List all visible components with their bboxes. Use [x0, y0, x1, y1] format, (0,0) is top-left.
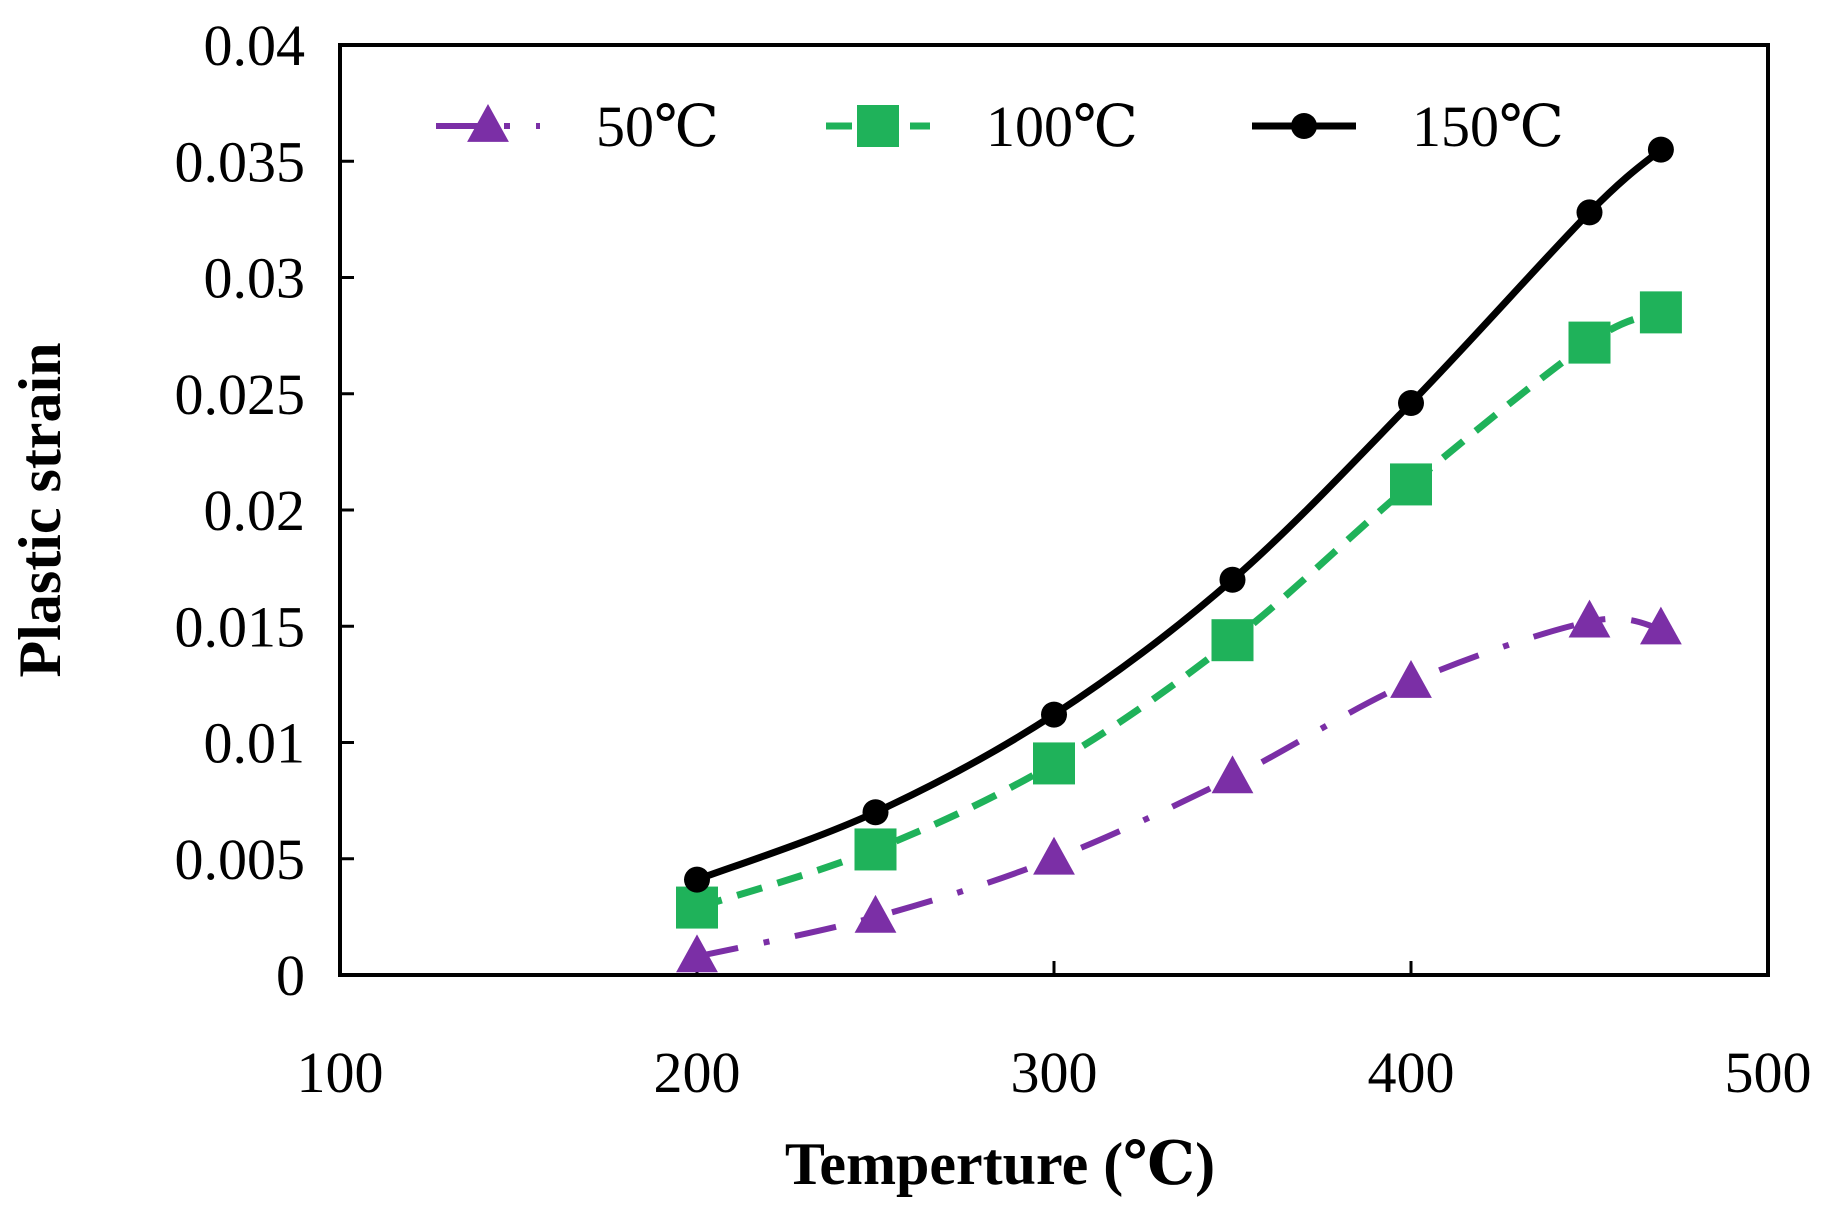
y-tick-label: 0.04 — [204, 13, 306, 78]
data-point — [684, 866, 710, 893]
data-point — [1390, 660, 1432, 698]
data-point — [1041, 701, 1067, 728]
x-axis-ticks: 100 200 300 400 500 — [297, 961, 1812, 1105]
x-tick-label: 100 — [297, 1040, 384, 1105]
y-tick-label: 0.02 — [204, 478, 306, 543]
y-tick-label: 0.015 — [175, 594, 306, 659]
data-point — [676, 934, 718, 973]
y-tick-label: 0.035 — [175, 129, 306, 194]
x-tick-label: 300 — [1011, 1040, 1098, 1105]
series-2 — [676, 291, 1682, 929]
y-axis-title: Plastic strain — [7, 343, 73, 678]
y-tick-label: 0.005 — [175, 827, 306, 892]
x-tick-label: 400 — [1368, 1040, 1455, 1105]
data-point — [1640, 606, 1682, 645]
data-point — [854, 828, 897, 871]
legend: 50℃ 100℃ 150℃ — [436, 94, 1564, 159]
legend-item: 150℃ — [1252, 94, 1564, 159]
series-3 — [684, 136, 1674, 893]
y-tick-label: 0.03 — [204, 246, 306, 311]
data-point — [1647, 136, 1674, 163]
series-1 — [676, 599, 1682, 973]
legend-marker — [467, 104, 509, 142]
data-point — [1639, 291, 1682, 334]
data-point — [1398, 390, 1424, 417]
data-point — [1568, 599, 1611, 638]
data-point — [1390, 463, 1432, 506]
legend-marker — [1291, 113, 1317, 139]
x-tick-label: 500 — [1725, 1040, 1812, 1105]
plot-area-frame — [338, 43, 1770, 977]
legend-label: 100℃ — [986, 94, 1138, 159]
data-point — [1568, 321, 1611, 364]
x-tick-label: 200 — [654, 1040, 741, 1105]
y-tick-label: 0.025 — [175, 362, 306, 427]
series-line — [695, 146, 1664, 883]
data-point — [1576, 199, 1603, 226]
y-tick-label: 0 — [276, 943, 305, 1008]
data-point — [1219, 566, 1246, 593]
legend-item: 50℃ — [436, 94, 719, 159]
legend-marker — [857, 105, 899, 147]
data-point — [1033, 742, 1075, 785]
series-line — [696, 615, 1662, 960]
legend-label: 150℃ — [1412, 94, 1564, 159]
data-point — [854, 894, 897, 933]
data-point — [862, 799, 889, 826]
series-layer — [676, 136, 1682, 973]
data-point — [676, 886, 718, 929]
y-axis-ticks: 0 0.005 0.01 0.015 0.02 0.025 0.03 0.035 0.04 — [175, 13, 354, 1008]
y-tick-label: 0.01 — [204, 711, 306, 776]
x-axis-title: Temperture (℃) — [785, 1131, 1215, 1197]
data-point — [1211, 755, 1254, 794]
legend-label: 50℃ — [596, 94, 719, 159]
data-point — [1211, 619, 1254, 662]
legend-item: 100℃ — [826, 94, 1138, 159]
data-point — [1033, 836, 1075, 875]
series-line — [695, 309, 1663, 911]
